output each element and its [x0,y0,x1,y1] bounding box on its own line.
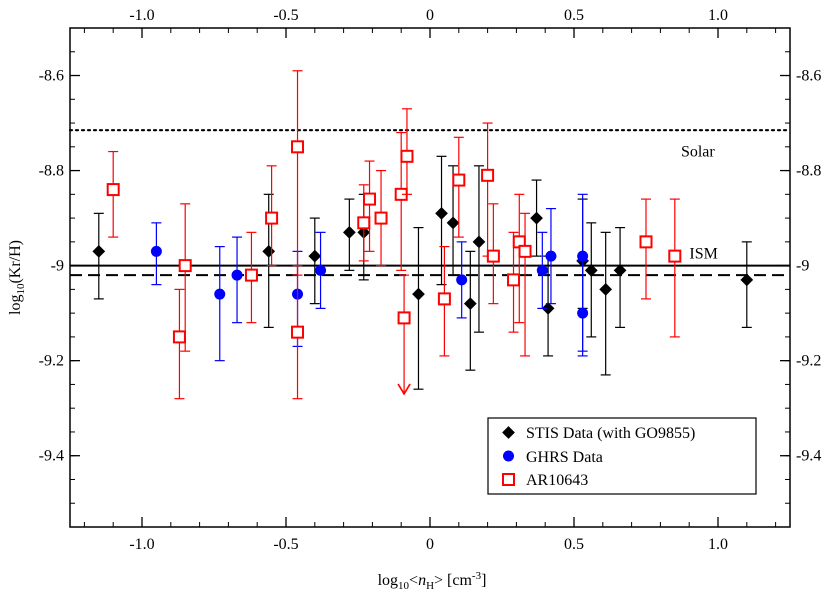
data-point-square [639,235,653,249]
x-axis-label: log10<nH> [cm-3] [378,570,487,592]
series-1 [92,155,754,390]
data-point-circle [231,269,243,281]
y-tick-label-right: -9.4 [796,448,821,465]
legend: STIS Data (with GO9855) GHRS Data AR1064… [487,417,757,495]
x-tick-label: 1.0 [708,536,728,553]
data-marks [92,70,754,400]
data-point-circle [456,274,468,286]
data-point-circle [315,264,327,276]
legend-square-marker [502,473,515,486]
data-point-diamond [308,249,322,263]
x-tick-label-top: -1.0 [129,7,154,24]
x-tick-label: -0.5 [273,536,298,553]
data-point-circle [150,245,162,257]
upper-limit-arrow [397,383,411,396]
data-point-square [397,311,411,325]
data-point-circle [577,307,589,319]
legend-box [487,417,757,495]
data-point-square [452,173,466,187]
y-axis-label-log: log [7,295,24,315]
y-tick-label: -9 [51,258,64,275]
ref-label-ism: ISM [689,245,717,262]
data-point-circle [214,288,226,300]
data-point-circle [577,250,589,262]
axis-ticks: -1.0 -1.0 -0.5 -0.5 0 0 0.5 0.5 1.0 1.0 -8.6 -8.6 -8… [39,7,822,553]
y-tick-label-right: -9 [796,258,809,275]
data-point-diamond [463,297,477,311]
data-point-diamond [92,244,106,258]
legend-label-ghrs: GHRS Data [526,449,603,466]
data-point-square [486,249,500,263]
y-tick-label: -9.2 [39,353,64,370]
x-tick-label: -1.0 [129,536,154,553]
data-point-square [518,244,532,258]
x-axis-label-var-sub: H [426,580,434,592]
x-axis-label-unit-end: ] [481,572,486,589]
data-point-square [363,192,377,206]
data-point-square [400,149,414,163]
data-point-square [244,268,258,282]
y-axis-label-sub: 10 [15,283,27,295]
data-point-square [106,183,120,197]
legend-diamond-marker [502,426,515,439]
data-point-square [178,259,192,273]
x-axis-label-log: log [378,572,398,589]
y-tick-label: -8.6 [39,68,64,85]
ref-label-solar: Solar [681,143,715,160]
data-point-diamond [530,211,543,225]
x-tick-label-top: 0 [426,7,434,24]
data-point-diamond [435,206,448,220]
legend-label-stis: STIS Data (with GO9855) [526,425,695,442]
data-point-diamond [412,287,425,301]
data-point-square [291,325,305,339]
data-point-diamond [262,244,276,258]
data-point-square [668,249,682,263]
data-point-square [481,168,495,182]
reference-lines: Solar ISM [68,129,792,277]
x-tick-label-top: 1.0 [708,7,728,24]
x-tick-label-top: 0.5 [564,7,584,24]
x-tick-label: 0.5 [564,536,584,553]
y-axis-label-rest: (Kr/H) [7,240,24,284]
data-point-square [357,216,371,230]
data-point-diamond [342,225,356,239]
y-tick-label-right: -8.8 [796,163,821,180]
series-3 [106,70,682,400]
y-tick-label-right: -9.2 [796,353,821,370]
data-point-square [374,211,388,225]
data-point-circle [536,264,548,276]
legend-label-ar10643: AR10643 [526,472,588,489]
data-point-diamond [599,283,613,296]
legend-circle-marker [503,450,514,462]
data-point-square [265,211,279,225]
y-axis-label: log10(Kr/H) [7,240,27,315]
y-tick-label-right: -8.6 [796,68,821,85]
data-point-circle [545,250,557,262]
x-axis-label-unit: [cm [447,572,472,589]
data-point-square [507,273,521,287]
data-point-diamond [472,235,486,249]
data-point-square [291,140,305,154]
x-tick-label: 0 [426,536,434,553]
y-tick-label: -8.8 [39,163,64,180]
y-tick-label: -9.4 [39,448,64,465]
data-point-square [172,330,186,344]
data-point-diamond [446,216,460,230]
x-axis-label-sub: 10 [398,580,410,592]
x-axis-label-var: n [418,572,426,589]
x-tick-label-top: -0.5 [273,7,298,24]
x-axis-label-unit-sup: -3 [472,570,482,582]
data-point-square [437,292,451,306]
